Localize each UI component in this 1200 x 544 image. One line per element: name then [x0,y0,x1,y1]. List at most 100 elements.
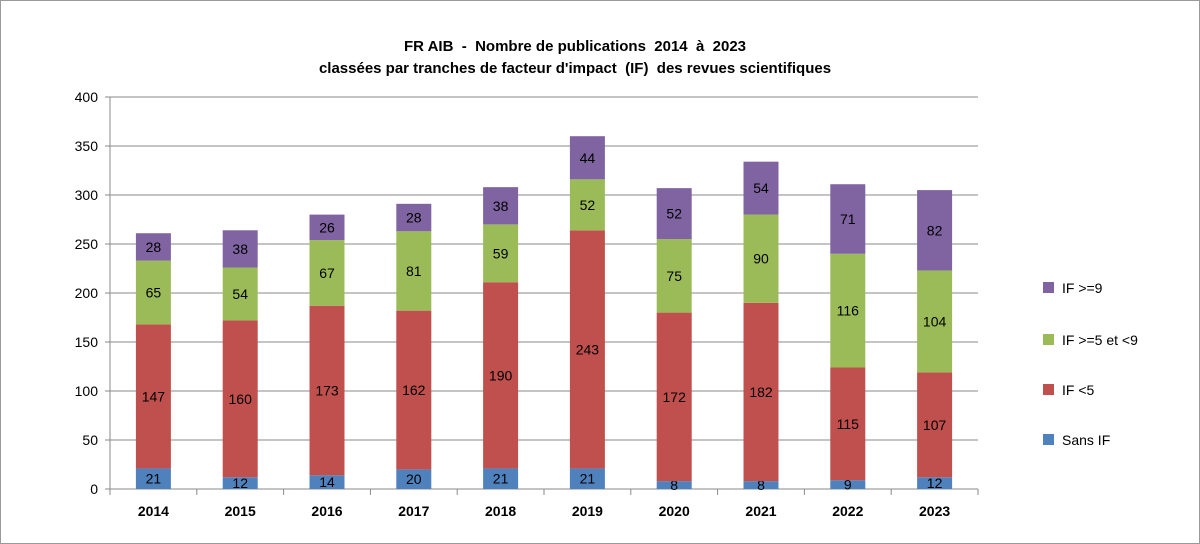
bar-segment [656,188,692,240]
bar-segment [222,267,258,321]
data-label: 190 [489,367,513,383]
data-label: 28 [406,210,422,226]
x-tick-label: 2022 [832,503,863,519]
data-label: 116 [837,303,860,319]
chart-subtitle: classées par tranches de facteur d'impac… [318,60,832,77]
bar-segment [656,312,692,482]
data-label: 65 [146,285,162,301]
legend-label: Sans IF [1062,432,1110,448]
y-tick-label: 400 [75,89,99,105]
data-label: 172 [663,389,687,405]
data-label: 104 [923,313,947,329]
data-label: 8 [757,477,765,493]
bar-segment [569,136,605,180]
y-tick-label: 50 [82,432,98,448]
bar-segment [830,253,866,368]
data-label: 8 [670,477,678,493]
bar-segment [917,372,953,478]
data-label: 20 [406,471,422,487]
y-tick-label: 100 [75,383,99,399]
bar-segment [917,190,953,271]
x-tick-label: 2018 [485,503,516,519]
bar-segment [656,481,692,489]
legend-label: IF >=5 et <9 [1062,332,1138,348]
legend-swatch [1043,434,1054,445]
data-label: 52 [580,197,596,213]
data-label: 52 [666,206,682,222]
bar-segment [743,161,779,215]
data-label: 90 [753,251,769,267]
data-label: 21 [580,471,596,487]
bar-segment [222,230,258,268]
x-tick-label: 2020 [659,503,690,519]
y-tick-label: 200 [75,285,99,301]
data-label: 75 [666,268,682,284]
legend-label: IF <5 [1062,382,1095,398]
bar-segment [743,481,779,489]
bar-segment [917,477,953,489]
x-tick-label: 2019 [572,503,603,519]
bar-segment [483,187,519,225]
bar-segment [743,214,779,303]
data-label: 162 [402,382,426,398]
x-tick-label: 2021 [745,503,776,519]
bar-segment [309,240,345,306]
data-label: 147 [142,388,166,404]
bar-segment [135,324,171,469]
bar-segment [222,477,258,489]
data-label: 173 [315,383,339,399]
bar-segment [483,282,519,469]
legend-swatch [1043,282,1054,293]
chart-title: FR AIB - Nombre de publications 2014 à 2… [403,38,747,55]
bar-segment [396,310,432,470]
bar-segment [917,270,953,373]
chart-title-block: FR AIB - Nombre de publications 2014 à 2… [0,36,1150,80]
bar-segment [135,260,171,325]
bar-segment [396,203,432,232]
legend-label: IF >=9 [1062,280,1103,296]
bar-segment [830,480,866,489]
x-tick-label: 2015 [225,503,256,519]
bar-segment [222,320,258,478]
y-tick-label: 300 [75,187,99,203]
data-label: 21 [493,471,509,487]
data-label: 81 [406,263,422,279]
bar-segment [569,468,605,489]
data-label: 28 [146,239,162,255]
y-tick-label: 250 [75,236,99,252]
data-label: 26 [319,219,335,235]
data-label: 243 [576,341,600,357]
bar-segment [309,305,345,476]
legend-swatch [1043,384,1054,395]
data-label: 38 [493,198,509,214]
bar-segment [830,184,866,254]
x-tick-label: 2023 [919,503,950,519]
bar-segment [396,469,432,489]
y-tick-label: 150 [75,334,99,350]
bar-segment [309,214,345,241]
legend-swatch [1043,334,1054,345]
data-label: 182 [749,384,773,400]
data-label: 54 [753,180,769,196]
data-label: 38 [232,241,248,257]
data-label: 54 [232,286,248,302]
data-label: 115 [837,416,860,432]
data-label: 82 [927,222,943,238]
x-tick-label: 2016 [311,503,342,519]
data-label: 14 [319,474,335,490]
data-label: 12 [232,475,248,491]
data-label: 107 [923,417,947,433]
data-label: 59 [493,245,509,261]
bar-segment [743,302,779,482]
y-tick-label: 350 [75,138,99,154]
data-label: 44 [580,150,596,166]
bar-segment [483,468,519,489]
data-label: 12 [927,475,943,491]
bar-segment [135,233,171,261]
bar-segment [483,224,519,283]
data-label: 71 [840,211,856,227]
data-label: 67 [319,265,335,281]
x-tick-label: 2017 [398,503,429,519]
bar-segment [830,367,866,481]
